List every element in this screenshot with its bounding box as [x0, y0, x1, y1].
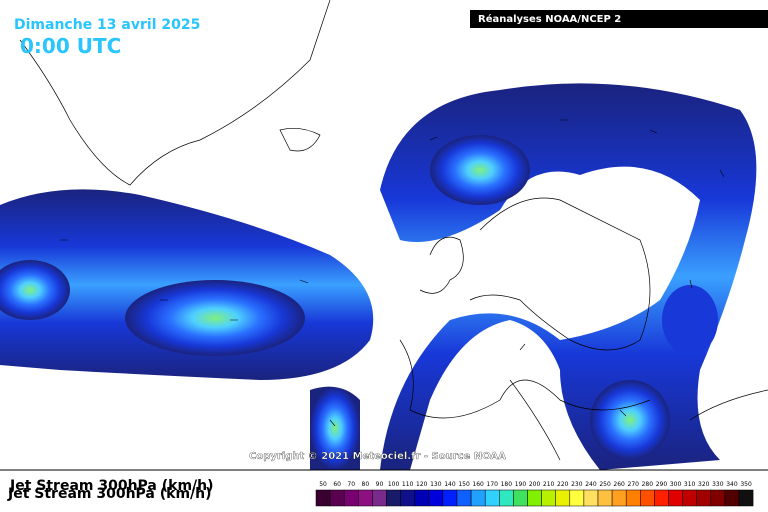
color-swatch — [456, 489, 472, 507]
color-swatch — [513, 489, 528, 507]
color-swatch — [499, 489, 514, 507]
color-swatch — [358, 489, 373, 507]
colorbar-label: 290 — [656, 481, 668, 488]
colorbar-label: 90 — [376, 481, 384, 488]
color-swatch — [329, 489, 345, 507]
color-swatch — [400, 489, 415, 507]
colorbar-label: 250 — [599, 481, 611, 488]
color-swatch — [682, 489, 697, 507]
colorbar-label: 50 — [319, 481, 327, 488]
colorbar-label: 240 — [585, 481, 597, 488]
color-swatch — [315, 489, 331, 507]
color-swatch — [428, 489, 444, 507]
colorbar-label: 310 — [684, 481, 696, 488]
color-swatch — [654, 489, 669, 507]
time-title: 0:00 UTC — [20, 34, 121, 58]
colorbar-label: 100 — [388, 481, 400, 488]
color-swatch — [569, 489, 585, 507]
colorbar-label: 80 — [362, 481, 370, 488]
coastlines — [19, 0, 768, 461]
colorbar-label: 280 — [642, 481, 654, 488]
color-swatch — [414, 489, 430, 507]
color-swatch — [583, 489, 599, 507]
wind-arrows — [60, 119, 725, 427]
colorbar-label: 140 — [444, 481, 456, 488]
colorbar-label: 130 — [430, 481, 442, 488]
colorbar-label: 260 — [613, 481, 625, 488]
color-swatch — [343, 489, 359, 507]
color-swatch — [611, 489, 627, 507]
legend-title-shadow: Jet Stream 300hPa (km/h) — [7, 486, 212, 502]
date-title: Dimanche 13 avril 2025 — [14, 17, 200, 33]
color-swatch — [442, 489, 458, 507]
source-banner — [470, 10, 768, 28]
color-swatch — [541, 489, 556, 507]
copyright: Copyright © 2021 Meteociel.fr - Source N… — [249, 451, 506, 462]
colorbar-label: 300 — [670, 481, 682, 488]
colorbar-label: 70 — [347, 481, 355, 488]
color-swatch — [597, 489, 613, 507]
colorbar: 50 60 70 80 90 100 110 120 130 140 150 160 170 180 190… — [315, 481, 754, 507]
color-swatch — [640, 489, 655, 507]
colorbar-label: 160 — [472, 481, 484, 488]
colorbar-label: 170 — [487, 481, 499, 488]
color-swatch — [386, 489, 401, 507]
source-text: Réanalyses NOAA/NCEP 2 — [478, 13, 621, 25]
colorbar-label: 320 — [698, 481, 710, 488]
color-swatch — [738, 489, 754, 507]
color-swatch — [724, 489, 740, 507]
color-swatch — [470, 489, 486, 507]
colorbar-label: 340 — [726, 481, 738, 488]
jet-stream — [0, 83, 757, 470]
colorbar-label: 350 — [740, 481, 752, 488]
color-swatch — [527, 489, 542, 507]
colorbar-label: 180 — [501, 481, 513, 488]
legend-title: Jet Stream 300hPa (km/h) — [9, 478, 214, 494]
color-swatch — [372, 489, 387, 507]
colorbar-label: 210 — [543, 481, 555, 488]
colorbar-label: 110 — [402, 481, 414, 488]
colorbar-label: 190 — [515, 481, 527, 488]
color-swatch — [484, 489, 500, 507]
color-swatch — [710, 489, 726, 507]
color-swatch — [696, 489, 712, 507]
colorbar-label: 230 — [571, 481, 583, 488]
color-swatch — [625, 489, 641, 507]
colorbar-label: 60 — [333, 481, 341, 488]
color-swatch — [555, 489, 571, 507]
colorbar-label: 120 — [416, 481, 428, 488]
color-swatch — [668, 489, 683, 507]
colorbar-label: 200 — [529, 481, 541, 488]
colorbar-label: 270 — [628, 481, 640, 488]
colorbar-label: 330 — [712, 481, 724, 488]
colorbar-label: 220 — [557, 481, 569, 488]
colorbar-label: 150 — [458, 481, 470, 488]
